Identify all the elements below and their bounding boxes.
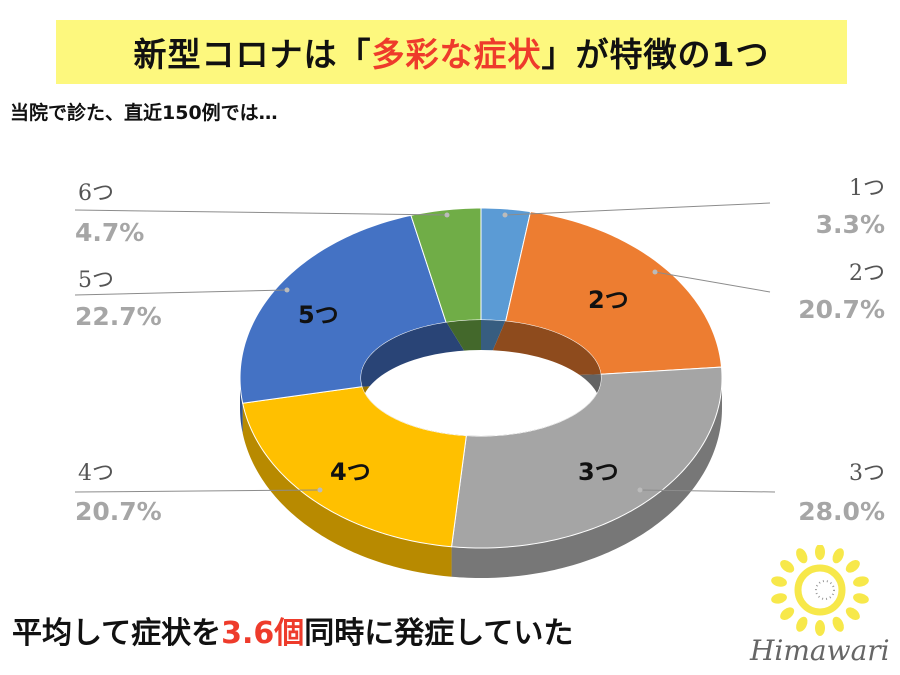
summary-text: 平均して症状を3.6個同時に発症していた [12, 608, 573, 652]
title-highlight: 多彩な症状 [371, 35, 542, 74]
title-banner: 新型コロナは「 多彩な症状 」が特徴の1つ [56, 20, 847, 84]
inner-label-2: 2つ [588, 286, 629, 314]
leader-dot-4 [317, 487, 323, 493]
label-name-2: 2つ [849, 261, 885, 286]
leader-dot-1 [502, 212, 508, 218]
leader-dot-6 [444, 212, 450, 218]
summary-post: 同時に発症していた [304, 616, 574, 651]
label-name-3: 3つ [849, 461, 885, 486]
label-pct-2: 20.7% [798, 295, 885, 324]
label-pct-3: 28.0% [798, 497, 885, 526]
label-name-1: 1つ [849, 176, 885, 201]
label-pct-5: 22.7% [75, 302, 162, 331]
summary-pre: 平均して症状を [12, 616, 222, 651]
leader-line-3 [639, 489, 776, 493]
leader-dot-3 [637, 487, 643, 493]
leader-line-5 [74, 289, 288, 296]
outer-wall-3 [451, 378, 722, 578]
leader-dot-2 [652, 269, 658, 275]
label-pct-6: 4.7% [75, 218, 145, 247]
leader-dot-5 [284, 287, 290, 293]
summary-highlight: 3.6個 [221, 616, 305, 651]
label-pct-4: 20.7% [75, 497, 162, 526]
inner-label-4: 4つ [330, 458, 371, 486]
leader-line-2 [654, 271, 771, 293]
label-name-6: 6つ [78, 181, 114, 206]
himawari-logo: Himawari [749, 545, 890, 667]
inner-label-3: 3つ [578, 458, 619, 486]
title-text-end: 」が特徴の1つ [541, 35, 770, 74]
label-name-4: 4つ [78, 461, 114, 486]
subtitle: 当院で診た、直近150例では… [10, 102, 278, 124]
leader-line-4 [74, 489, 321, 493]
leader-line-6 [74, 209, 448, 216]
title-text: 新型コロナは「 [133, 35, 372, 74]
svg-text:Himawari: Himawari [749, 634, 890, 667]
label-name-5: 5つ [78, 268, 114, 293]
leader-line-1 [504, 202, 771, 216]
donut-hole [361, 350, 601, 436]
label-pct-1: 3.3% [815, 210, 885, 239]
inner-label-5: 5つ [298, 301, 339, 329]
